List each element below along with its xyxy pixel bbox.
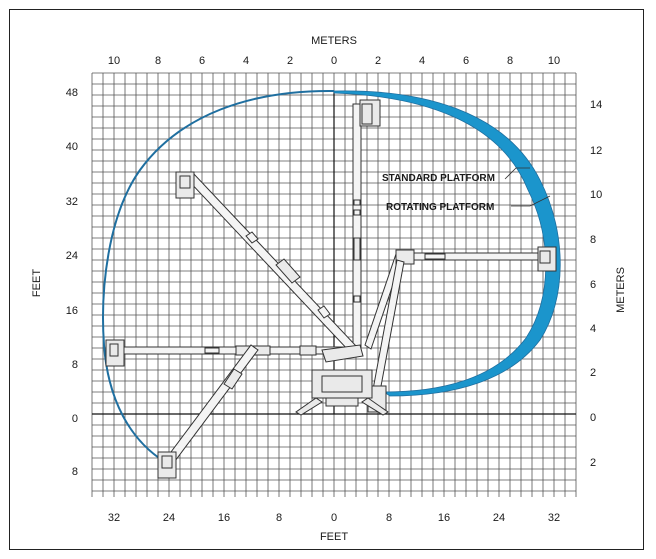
boom-upper-left: [175, 171, 358, 353]
right-tick: 4: [590, 323, 596, 335]
bottom-axis-ticks: 32 24 16 8 0 8 16 24 32: [108, 512, 560, 524]
standard-platform-leader: [504, 167, 530, 180]
left-tick: 48: [66, 87, 78, 99]
bottom-tick: 0: [331, 512, 337, 524]
left-tick: 40: [66, 141, 78, 153]
right-tick: 14: [590, 99, 602, 111]
top-tick: 0: [331, 55, 337, 67]
right-tick: 8: [590, 234, 596, 246]
bottom-tick: 32: [548, 512, 560, 524]
machine-base: [295, 344, 389, 416]
standard-platform-envelope: [102, 89, 335, 463]
top-tick: 8: [507, 55, 513, 67]
boom-lower-left: [157, 344, 259, 479]
right-axis-title: METERS: [615, 267, 627, 313]
rotating-platform-leader: [511, 195, 551, 207]
left-tick: 24: [66, 250, 78, 262]
bottom-tick: 8: [386, 512, 392, 524]
top-tick: 6: [463, 55, 469, 67]
left-tick: 8: [72, 359, 78, 371]
top-tick: 4: [419, 55, 425, 67]
diagram-frame: [9, 9, 644, 550]
bottom-tick: 32: [108, 512, 120, 524]
bottom-axis-title: FEET: [320, 531, 348, 543]
bottom-tick: 24: [493, 512, 505, 524]
bottom-tick: 8: [276, 512, 282, 524]
right-tick: 2: [590, 457, 596, 469]
top-axis-title: METERS: [311, 35, 357, 47]
top-tick: 8: [155, 55, 161, 67]
bottom-tick: 16: [218, 512, 230, 524]
right-tick: 12: [590, 145, 602, 157]
top-axis-ticks: 10 8 6 4 2 0 2 4 6 8 10: [108, 55, 560, 67]
top-tick: 2: [287, 55, 293, 67]
right-tick: 0: [590, 412, 596, 424]
right-axis-ticks: 14 12 10 8 6 4 2 0 2: [590, 99, 602, 469]
top-tick: 10: [548, 55, 560, 67]
bottom-tick: 24: [163, 512, 175, 524]
boom-vertical: [352, 99, 381, 350]
left-axis-ticks: 48 40 32 24 16 8 0 8: [66, 87, 78, 478]
top-tick: 10: [108, 55, 120, 67]
top-tick: 2: [375, 55, 381, 67]
rotating-platform-label: ROTATING PLATFORM: [386, 202, 494, 213]
left-axis-title: FEET: [31, 269, 43, 297]
right-tick: 6: [590, 279, 596, 291]
standard-platform-label: STANDARD PLATFORM: [382, 173, 495, 184]
bottom-tick: 16: [438, 512, 450, 524]
right-tick: 2: [590, 367, 596, 379]
rotating-platform-band: [333, 90, 561, 397]
left-tick: 0: [72, 413, 78, 425]
right-tick: 10: [590, 189, 602, 201]
left-tick: 32: [66, 196, 78, 208]
top-tick: 4: [243, 55, 249, 67]
boom-horizontal-left: [105, 339, 356, 367]
top-tick: 6: [199, 55, 205, 67]
left-tick: 8: [72, 466, 78, 478]
left-tick: 16: [66, 305, 78, 317]
